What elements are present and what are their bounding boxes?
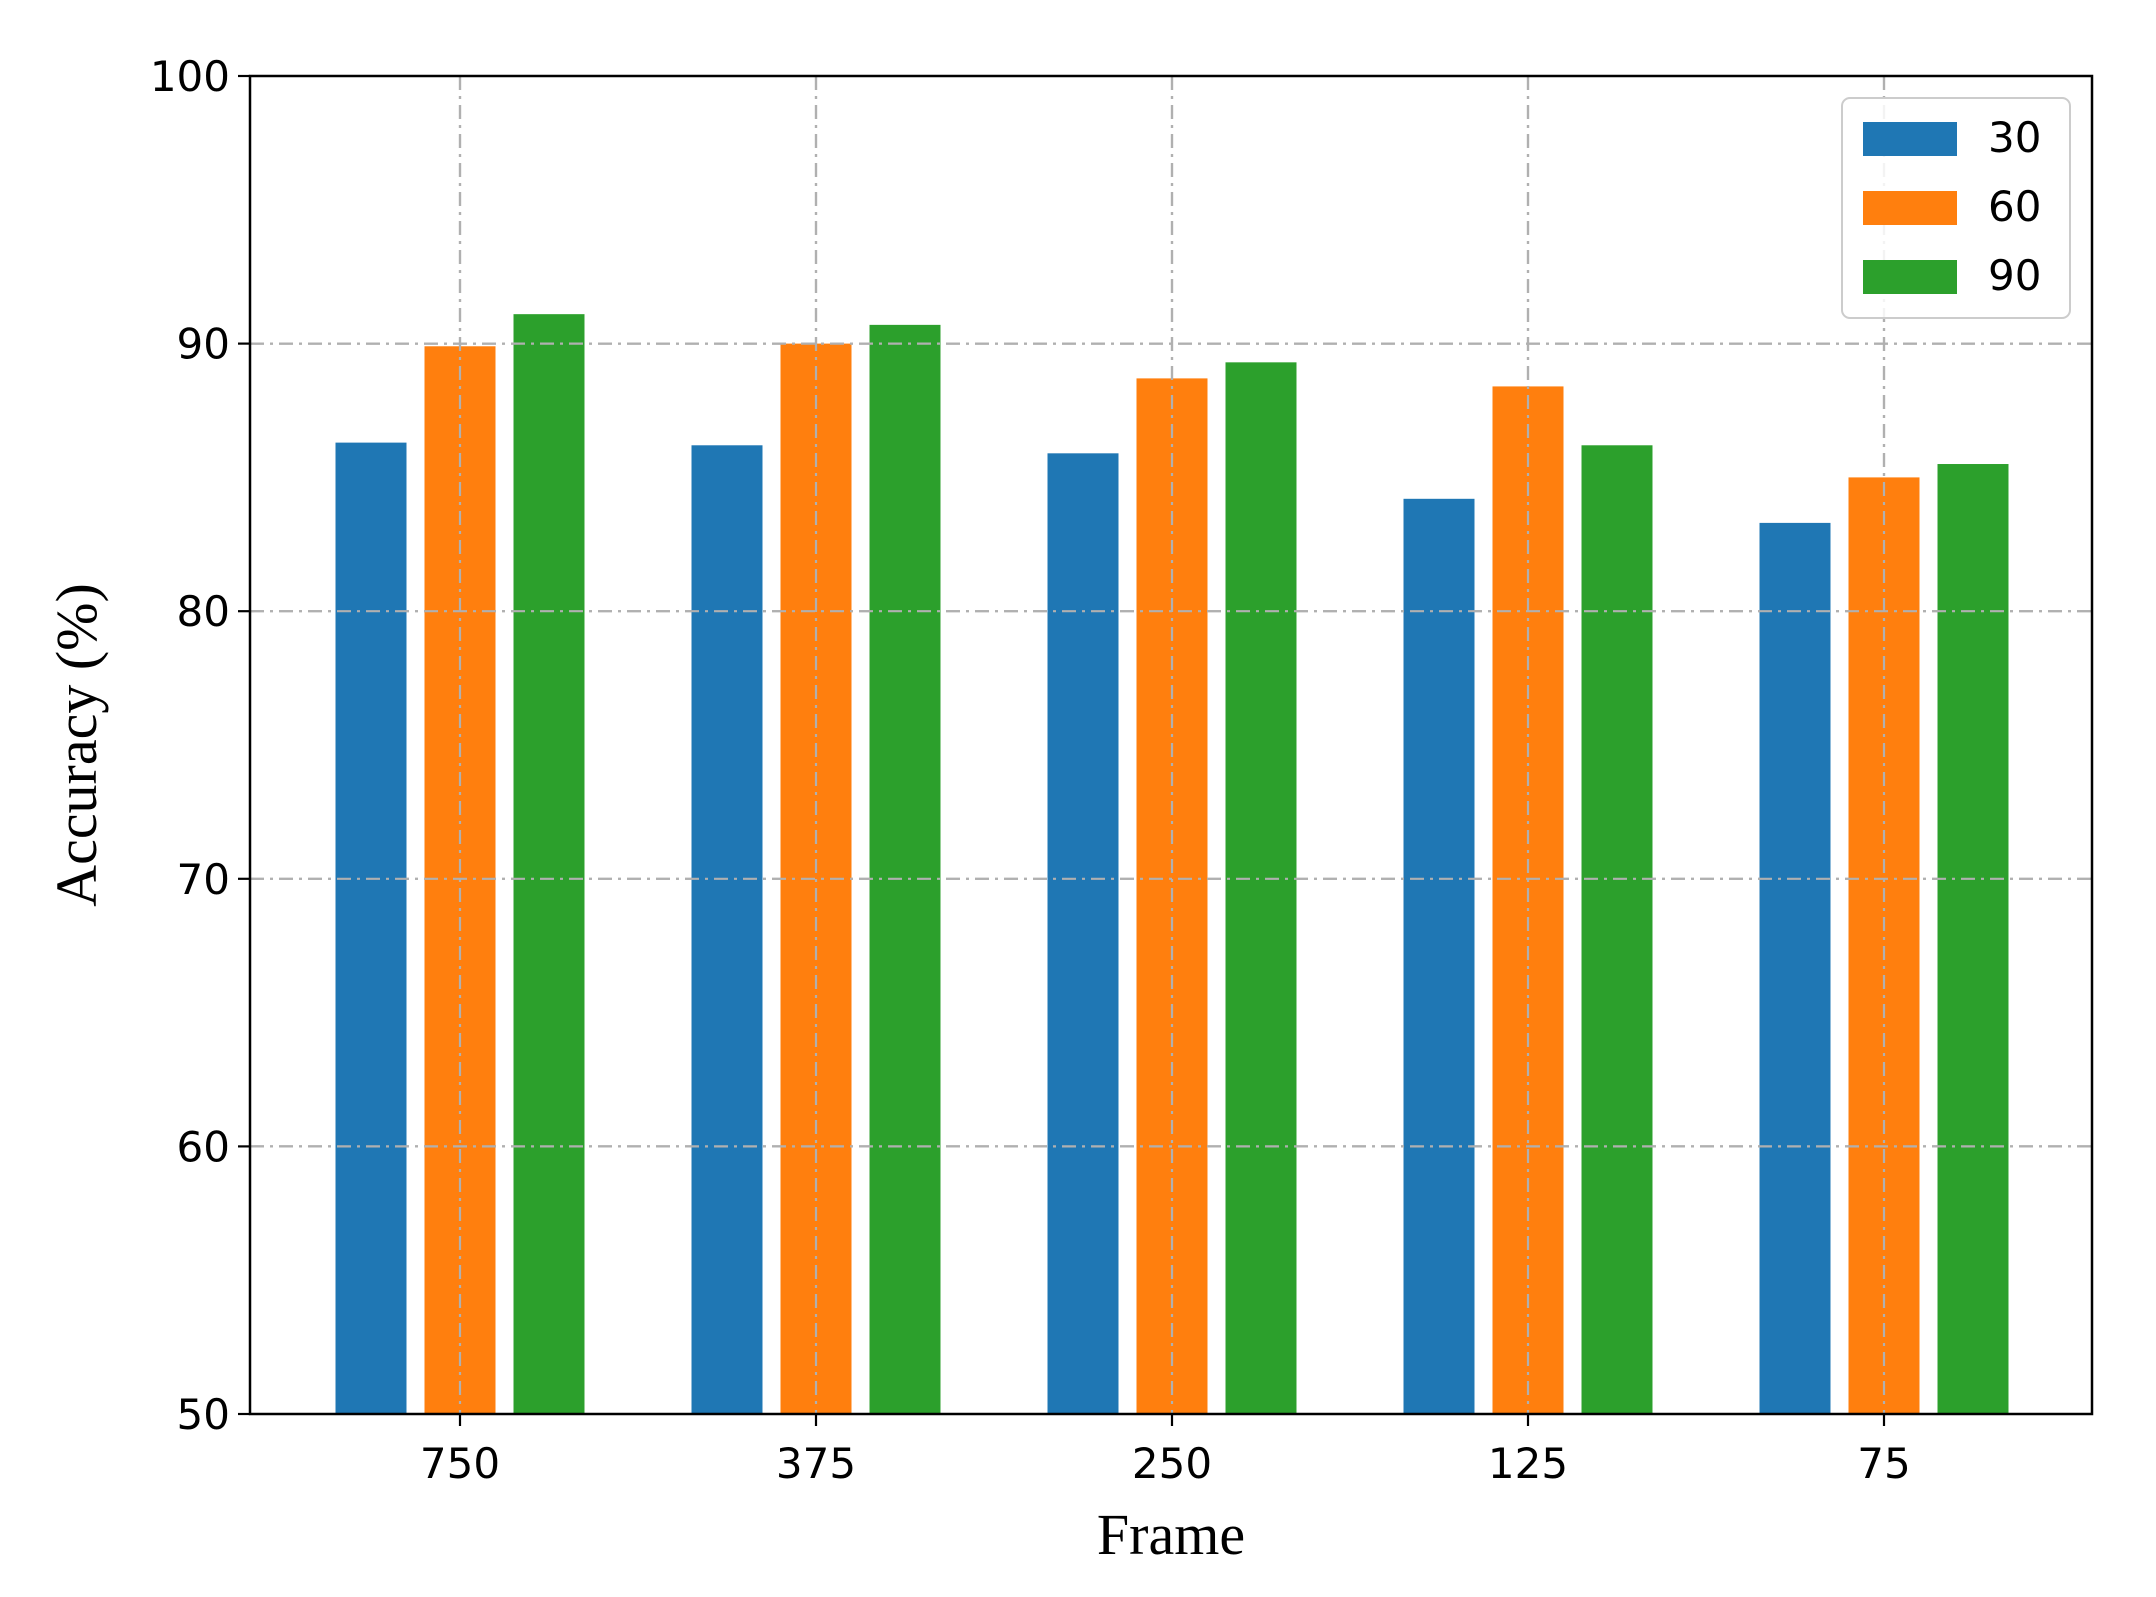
legend-swatch-60	[1863, 191, 1957, 225]
legend-label-60: 60	[1988, 182, 2041, 231]
y-tick-label: 60	[177, 1122, 230, 1171]
y-tick-label: 70	[177, 855, 230, 904]
bar-90-750	[513, 314, 585, 1414]
legend-label-30: 30	[1988, 113, 2041, 162]
bar-90-250	[1225, 362, 1297, 1414]
y-tick-label: 50	[177, 1390, 230, 1439]
y-tick-label: 80	[177, 587, 230, 636]
y-axis-label: Accuracy (%)	[44, 583, 109, 907]
bar-30-125	[1403, 498, 1475, 1415]
grid-overlay	[250, 76, 2092, 1414]
x-tick-label: 75	[1857, 1439, 1910, 1488]
x-axis: 750 375 250 125 75	[420, 1414, 1911, 1488]
bar-30-75	[1759, 522, 1831, 1414]
y-axis: 50 60 70 80 90 100	[150, 52, 250, 1439]
legend-label-90: 90	[1988, 251, 2041, 300]
x-tick-label: 250	[1132, 1439, 1212, 1488]
bar-30-250	[1047, 453, 1119, 1414]
bar-30-375	[691, 445, 763, 1415]
bar-90-125	[1581, 445, 1653, 1415]
legend-swatch-90	[1863, 260, 1957, 294]
x-tick-label: 750	[420, 1439, 500, 1488]
bar-90-75	[1937, 464, 2009, 1414]
bar-90-375	[869, 324, 941, 1414]
x-tick-label: 375	[776, 1439, 856, 1488]
x-axis-label: Frame	[1097, 1502, 1245, 1567]
y-tick-label: 100	[150, 52, 230, 101]
x-tick-label: 125	[1488, 1439, 1568, 1488]
legend-swatch-30	[1863, 122, 1957, 156]
legend: 30 60 90	[1841, 97, 2071, 319]
y-tick-label: 90	[177, 320, 230, 369]
bar-30-750	[335, 442, 407, 1414]
